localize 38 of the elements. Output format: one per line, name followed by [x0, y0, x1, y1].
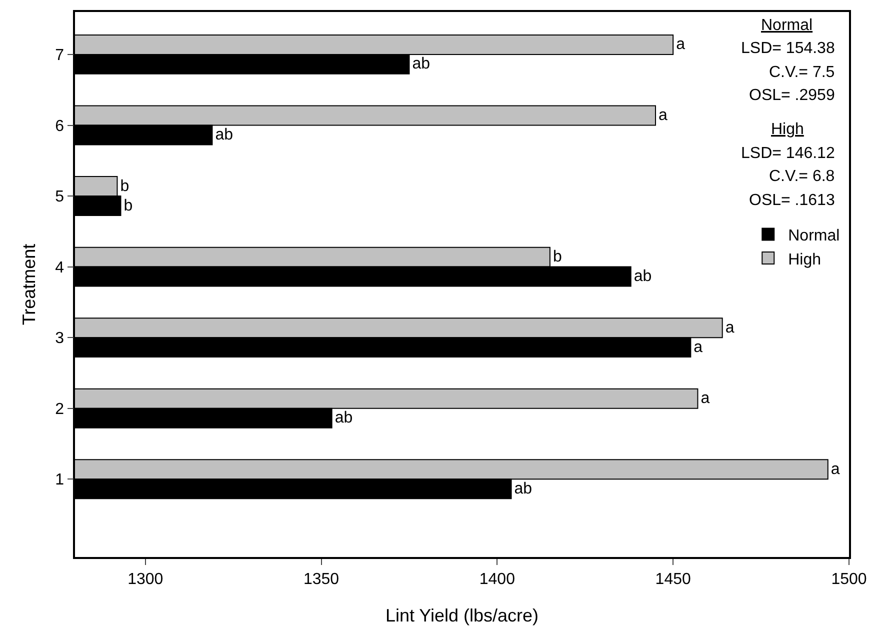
x-axis-title: Lint Yield (lbs/acre) [385, 606, 539, 626]
annotation: C.V.= 7.5 [769, 64, 835, 81]
y-tick-label: 6 [55, 118, 64, 135]
y-tick-label: 4 [55, 259, 64, 276]
y-tick-label: 2 [55, 400, 64, 418]
annotation: LSD= 146.12 [741, 145, 835, 162]
y-tick-label: 5 [55, 188, 64, 206]
legend-label: High [788, 251, 822, 268]
annotation: C.V.= 6.8 [769, 168, 835, 185]
x-tick-label: 1400 [479, 570, 516, 588]
data-label: ab [215, 126, 234, 144]
y-tick-label: 1 [55, 472, 64, 489]
data-label: a [725, 319, 734, 336]
data-label: ab [412, 56, 430, 73]
y-tick-label: 7 [55, 47, 64, 64]
y-axis-title: Treatment [18, 244, 39, 326]
data-label: a [830, 460, 840, 478]
annotation: Normal [761, 17, 813, 34]
data-label: b [120, 178, 130, 195]
data-label: a [700, 390, 710, 408]
data-label: a [694, 338, 703, 356]
annotation: OSL= .2959 [749, 87, 835, 104]
data-label: a [676, 36, 686, 54]
annotation: LSD= 154.38 [741, 40, 835, 57]
data-label: ab [514, 480, 532, 498]
data-label: b [124, 197, 133, 214]
y-tick-label: 3 [55, 330, 64, 348]
data-label: ab [634, 268, 652, 286]
data-label: ab [334, 410, 353, 427]
x-tick-label: 1300 [128, 570, 164, 588]
data-label: a [658, 107, 668, 124]
x-tick-label: 1350 [303, 570, 340, 588]
data-label: b [552, 248, 562, 266]
x-tick-label: 1450 [655, 570, 691, 588]
x-tick-label: 1500 [831, 570, 867, 588]
legend-label: Normal [788, 227, 840, 244]
annotation: High [771, 121, 804, 138]
annotation: OSL= .1613 [749, 192, 835, 209]
